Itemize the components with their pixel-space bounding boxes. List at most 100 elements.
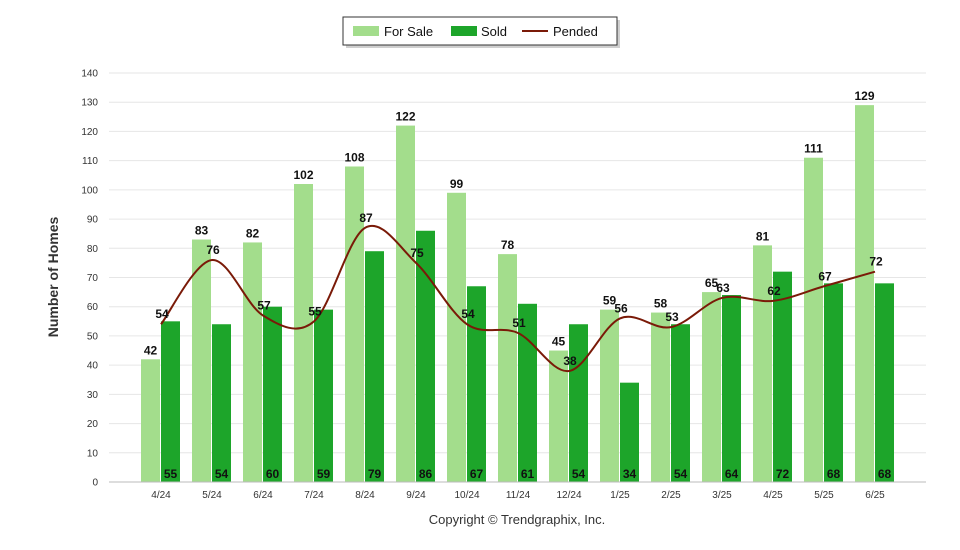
legend: For Sale Sold Pended bbox=[342, 16, 620, 48]
y-tick-label: 10 bbox=[87, 448, 99, 459]
label-sold: 68 bbox=[878, 467, 892, 481]
x-tick-label: 6/25 bbox=[865, 490, 885, 501]
y-tick-label: 20 bbox=[87, 419, 99, 430]
label-pended: 51 bbox=[512, 316, 526, 330]
label-sold: 72 bbox=[776, 467, 790, 481]
pended-line bbox=[160, 224, 876, 372]
bar-for-sale bbox=[549, 350, 568, 482]
bar-for-sale bbox=[141, 359, 160, 482]
label-for-sale: 42 bbox=[144, 343, 158, 357]
x-tick-label: 11/24 bbox=[506, 490, 531, 501]
label-for-sale: 122 bbox=[395, 110, 415, 124]
label-pended: 57 bbox=[257, 298, 271, 312]
x-tick-label: 2/25 bbox=[661, 490, 681, 501]
bar-sold bbox=[875, 283, 894, 482]
label-for-sale: 108 bbox=[344, 150, 364, 164]
label-for-sale: 59 bbox=[603, 294, 617, 308]
pended-line-layer bbox=[160, 224, 876, 372]
bar-sold bbox=[722, 295, 741, 482]
bar-sold bbox=[161, 321, 180, 482]
bar-sold bbox=[416, 230, 435, 482]
label-sold: 67 bbox=[470, 467, 484, 481]
x-tick-label: 4/24 bbox=[151, 490, 171, 501]
label-for-sale: 65 bbox=[705, 276, 719, 290]
label-pended: 53 bbox=[665, 310, 679, 324]
y-tick-label: 120 bbox=[81, 127, 98, 138]
x-tick-label: 4/25 bbox=[763, 490, 783, 501]
bar-for-sale bbox=[855, 105, 874, 482]
label-for-sale: 45 bbox=[552, 335, 566, 349]
label-pended: 87 bbox=[359, 211, 373, 225]
bar-for-sale bbox=[447, 192, 466, 482]
y-tick-label: 90 bbox=[87, 215, 99, 226]
label-pended: 75 bbox=[410, 246, 424, 260]
bar-sold bbox=[467, 286, 486, 482]
bar-for-sale bbox=[345, 166, 364, 482]
x-tick-label: 12/24 bbox=[556, 490, 581, 501]
label-pended: 54 bbox=[155, 307, 169, 321]
label-pended: 63 bbox=[716, 281, 730, 295]
label-sold: 54 bbox=[215, 467, 229, 481]
label-for-sale: 129 bbox=[854, 89, 874, 103]
bar-sold bbox=[314, 309, 333, 482]
x-tick-label: 5/24 bbox=[202, 490, 222, 501]
x-tick-label: 8/24 bbox=[355, 490, 375, 501]
bar-for-sale bbox=[243, 242, 262, 482]
y-tick-label: 80 bbox=[87, 244, 99, 255]
y-axis-label: Number of Homes bbox=[45, 217, 61, 338]
label-for-sale: 99 bbox=[450, 177, 464, 191]
label-pended: 67 bbox=[818, 269, 832, 283]
label-sold: 86 bbox=[419, 467, 433, 481]
y-tick-label: 70 bbox=[87, 273, 99, 284]
label-sold: 55 bbox=[164, 467, 178, 481]
label-for-sale: 102 bbox=[293, 168, 313, 182]
label-sold: 60 bbox=[266, 467, 280, 481]
bar-sold bbox=[212, 324, 231, 482]
y-tick-label: 100 bbox=[81, 185, 98, 196]
bar-for-sale bbox=[498, 254, 517, 482]
label-for-sale: 83 bbox=[195, 224, 209, 238]
bar-for-sale bbox=[600, 309, 619, 482]
label-pended: 38 bbox=[563, 354, 577, 368]
label-pended: 72 bbox=[869, 255, 883, 269]
label-sold: 64 bbox=[725, 467, 739, 481]
bar-for-sale bbox=[804, 157, 823, 482]
bar-for-sale bbox=[294, 184, 313, 482]
label-sold: 34 bbox=[623, 467, 637, 481]
label-pended: 54 bbox=[461, 307, 475, 321]
y-tick-label: 60 bbox=[87, 302, 99, 313]
label-pended: 55 bbox=[308, 304, 322, 318]
bar-for-sale bbox=[192, 239, 211, 482]
axes: 0 10 20 30 40 50 60 70 80 90 100 110 120 130 140 4/24 5/… bbox=[81, 69, 926, 501]
x-tick-label: 5/25 bbox=[814, 490, 834, 501]
legend-swatch-for-sale bbox=[353, 26, 379, 36]
x-tick-label: 10/24 bbox=[454, 490, 479, 501]
label-for-sale: 81 bbox=[756, 229, 770, 243]
copyright-text: Copyright © Trendgraphix, Inc. bbox=[429, 512, 606, 527]
bar-sold bbox=[518, 303, 537, 482]
y-tick-label: 40 bbox=[87, 361, 99, 372]
y-tick-label: 30 bbox=[87, 390, 99, 401]
y-tick-label: 110 bbox=[82, 156, 98, 167]
bar-sold bbox=[365, 251, 384, 482]
bar-sold bbox=[773, 271, 792, 482]
bar-sold bbox=[263, 306, 282, 482]
y-tick-label: 50 bbox=[87, 331, 99, 342]
bar-sold bbox=[671, 324, 690, 482]
bar-for-sale bbox=[753, 245, 772, 482]
data-labels: 42 55 83 54 82 60 102 59 108 79 122 86 99 67 78 61 45 54 5… bbox=[144, 89, 892, 481]
legend-label-pended: Pended bbox=[553, 24, 598, 39]
y-tick-label: 0 bbox=[92, 478, 98, 489]
legend-label-sold: Sold bbox=[481, 24, 507, 39]
x-tick-label: 6/24 bbox=[253, 490, 273, 501]
x-tick-label: 1/25 bbox=[610, 490, 630, 501]
x-tick-label: 7/24 bbox=[304, 490, 324, 501]
bars bbox=[141, 105, 894, 482]
label-for-sale: 58 bbox=[654, 297, 668, 311]
legend-label-for-sale: For Sale bbox=[384, 24, 433, 39]
label-sold: 54 bbox=[572, 467, 586, 481]
grid bbox=[109, 72, 926, 483]
legend-swatch-sold bbox=[451, 26, 477, 36]
label-sold: 59 bbox=[317, 467, 331, 481]
